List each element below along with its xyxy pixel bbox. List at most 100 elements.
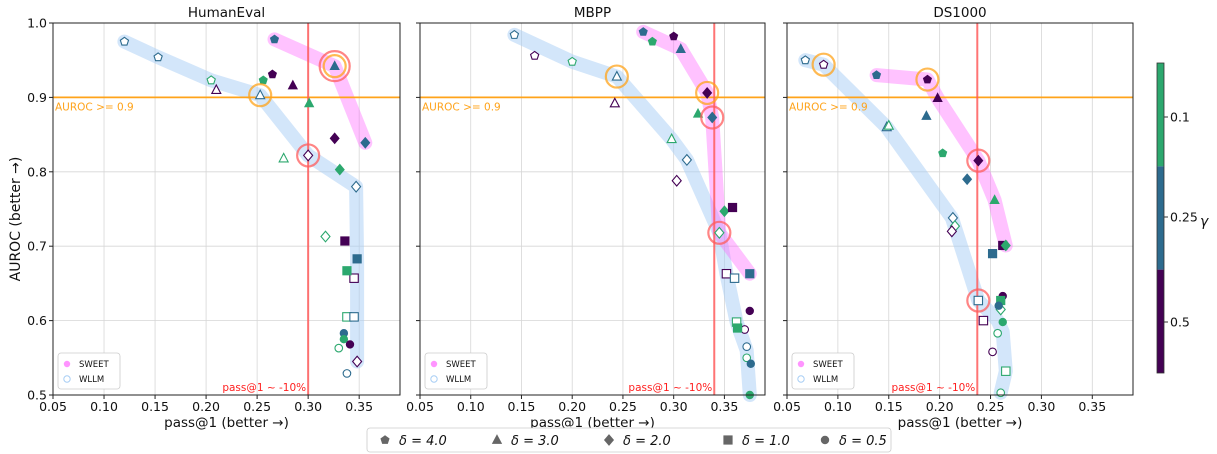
- pass-threshold-label: pass@1 ~ -10%: [891, 382, 975, 394]
- wllm-point: [509, 29, 520, 39]
- sweet-point: [360, 136, 371, 149]
- wllm-point: [721, 268, 732, 279]
- x-tick-label: 0.30: [1027, 399, 1055, 414]
- sweet-point: [962, 173, 973, 186]
- sweet-point: [287, 79, 299, 90]
- wllm-point: [529, 50, 540, 60]
- sweet-point: [707, 111, 718, 124]
- legend-swatch-sweet: [63, 360, 71, 368]
- x-tick-label: 0.20: [192, 399, 220, 414]
- wllm-point: [153, 52, 163, 62]
- sweet-point: [647, 36, 657, 46]
- points: [119, 34, 371, 378]
- sweet-point: [745, 269, 755, 279]
- sweet-point: [973, 154, 984, 167]
- y-tick-label: 0.8: [27, 164, 47, 179]
- legend-label-wllm: WLLM: [813, 375, 838, 385]
- x-tick-label: 0.30: [294, 399, 322, 414]
- wllm-point: [818, 59, 829, 69]
- legend-label-wllm: WLLM: [79, 375, 104, 385]
- panels: AUROC >= 0.9 pass@1 ~ -10% 0.05 0.10 0.15 0.2…: [27, 5, 1134, 431]
- sweet-point: [994, 301, 1003, 310]
- points: [509, 27, 755, 400]
- x-tick-label: 0.25: [977, 399, 1005, 414]
- sweet-point: [727, 202, 738, 213]
- wllm-point: [350, 180, 362, 193]
- sweet-point: [938, 148, 948, 158]
- wllm-point: [742, 353, 752, 363]
- sweet-point: [342, 266, 352, 276]
- bottom-legend-marker: [380, 435, 390, 444]
- colorbar-segment: [1157, 269, 1164, 373]
- highlight-circle: [695, 80, 720, 106]
- bottom-legend-marker: [820, 435, 830, 445]
- legend-label-sweet: SWEET: [446, 360, 477, 370]
- panel-mbpp: AUROC >= 0.9 pass@1 ~ -10% 0.05 0.10 0.15 0.2…: [406, 5, 766, 431]
- bottom-legend-label: δ = 4.0: [399, 434, 447, 449]
- x-tick-label: 0.15: [141, 399, 169, 414]
- auroc-threshold-label: AUROC >= 0.9: [55, 101, 134, 113]
- legend-swatch-wllm: [797, 375, 805, 383]
- pass-threshold-label: pass@1 ~ -10%: [628, 382, 712, 394]
- colorbar-frame: [1156, 62, 1165, 374]
- sweet-point: [702, 87, 713, 99]
- bottom-legend-box: [366, 427, 892, 453]
- x-tick-label: 0.35: [1078, 399, 1106, 414]
- sweet-point: [871, 70, 882, 79]
- highlight-circle: [248, 83, 273, 108]
- wllm-point: [611, 70, 623, 81]
- y-tick-label: 0.9: [27, 90, 47, 105]
- highlight-circle: [811, 52, 836, 77]
- colorbar-segment: [1157, 166, 1164, 270]
- panel-legend: SWEET WLLM: [57, 352, 121, 390]
- legend-swatch-wllm: [63, 375, 71, 383]
- wllm-point: [742, 342, 752, 351]
- sweet-point: [987, 249, 998, 259]
- sweet-point: [921, 110, 932, 120]
- panel-ds1000: AUROC >= 0.9 pass@1 ~ -10% 0.05 0.10 0.15 0.2…: [773, 5, 1134, 431]
- plot-frame: [786, 22, 1134, 396]
- legend-box: [57, 352, 121, 390]
- panel-legend: SWEET WLLM: [424, 352, 488, 390]
- legend-box: [424, 352, 488, 390]
- x-tick-label: 0.30: [660, 399, 688, 414]
- sweet-point: [329, 132, 340, 145]
- bottom-legend-marker: [603, 434, 615, 446]
- legend-label-wllm: WLLM: [446, 375, 471, 385]
- x-tick-label: 0.35: [345, 399, 373, 414]
- highlight-circle: [604, 64, 629, 89]
- points: [800, 55, 1011, 398]
- sweet-point: [352, 254, 362, 264]
- sweet-point: [733, 323, 743, 333]
- bottom-legend-marker: [491, 434, 503, 444]
- sweet-point: [675, 43, 686, 53]
- highlight-circle: [318, 50, 351, 83]
- x-axis-label: pass@1 (better →): [164, 415, 289, 431]
- sweet-point: [922, 74, 932, 84]
- wllm-band: [507, 27, 757, 402]
- x-tick-label: 0.05: [406, 399, 434, 414]
- legend-label-sweet: SWEET: [79, 360, 110, 370]
- panel-humaneval: AUROC >= 0.9 pass@1 ~ -10% 0.05 0.10 0.15 0.2…: [27, 5, 401, 431]
- wllm-point: [671, 174, 682, 187]
- sweet-point: [692, 107, 704, 118]
- sweet-point: [746, 359, 755, 368]
- bottom-legend-label: δ = 0.5: [839, 434, 887, 449]
- colorbar-tick-label: 0.1: [1170, 110, 1190, 125]
- x-tick-label: 0.35: [710, 399, 738, 414]
- wllm-point: [206, 75, 216, 85]
- sweet-point: [932, 92, 943, 103]
- legend-label-sweet: SWEET: [813, 360, 844, 370]
- x-tick-label: 0.05: [773, 399, 801, 414]
- wllm-point: [302, 149, 314, 162]
- x-tick-label: 0.10: [824, 399, 852, 414]
- wllm-point: [993, 328, 1003, 338]
- highlight-circle: [707, 220, 732, 245]
- sweet-point: [745, 306, 754, 316]
- wllm-point: [351, 355, 363, 368]
- highlight-circle: [915, 67, 940, 92]
- wllm-point: [349, 273, 359, 283]
- wllm-point: [254, 88, 266, 100]
- x-tick-label: 0.10: [457, 399, 485, 414]
